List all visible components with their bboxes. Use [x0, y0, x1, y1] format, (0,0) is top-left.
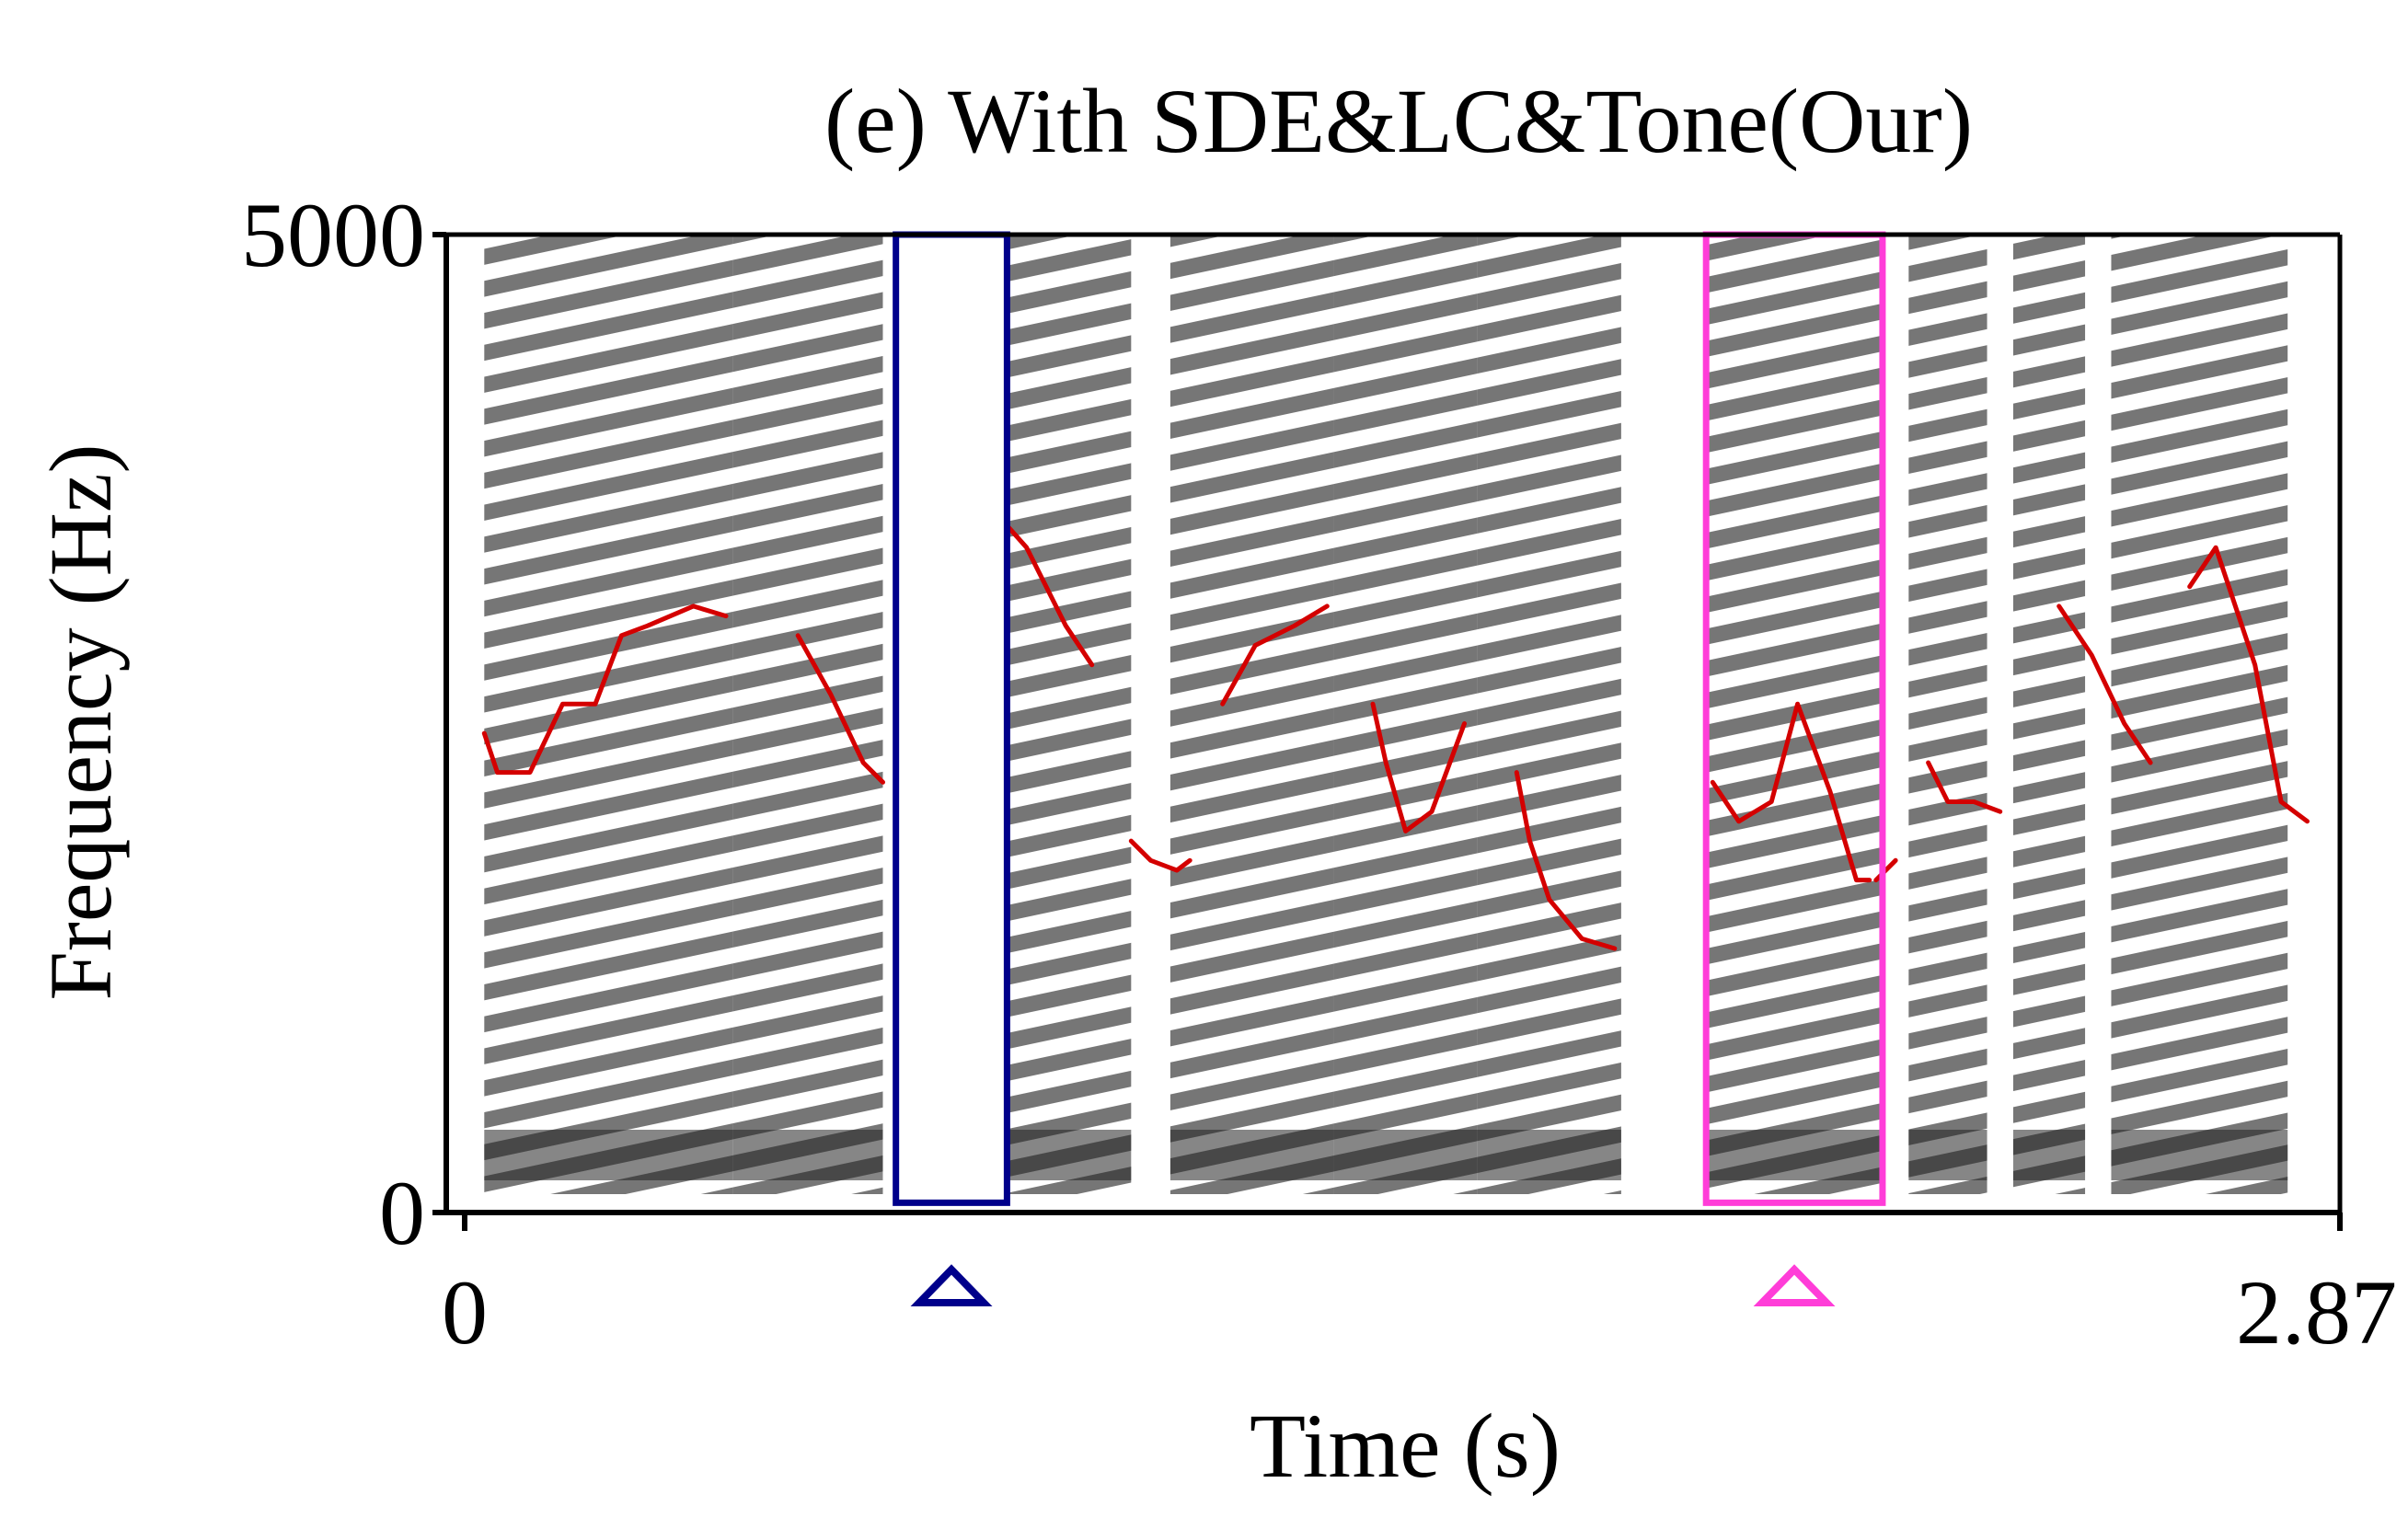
chart-title: (e) With SDE&LC&Tone(Our) — [824, 70, 1973, 172]
pitch-contour-9 — [1926, 760, 2003, 814]
y-tick-label-0: 0 — [379, 1162, 425, 1264]
fundamental-band-4 — [1333, 1130, 1478, 1180]
fundamental-band-2 — [994, 1130, 1132, 1180]
x-tick-label-1: 2.87 — [2236, 1261, 2397, 1363]
fundamental-band-5 — [1477, 1130, 1621, 1180]
pitch-contour-layer — [481, 515, 2310, 951]
spectrogram-layer — [484, 235, 2288, 1194]
voiced-region-0 — [484, 235, 733, 1194]
pitch-contour-5 — [1370, 701, 1467, 833]
plot-axes — [444, 232, 2343, 1215]
voiced-region-8 — [2012, 235, 2086, 1194]
voiced-region-9 — [2111, 235, 2288, 1194]
pitch-contour-3 — [1128, 838, 1192, 873]
fundamental-band-3 — [1169, 1130, 1334, 1180]
highlight-box-layer — [893, 231, 1886, 1306]
voiced-region-2 — [994, 235, 1132, 1194]
pitch-contour-7 — [1710, 701, 1872, 883]
fundamental-band-8 — [2012, 1130, 2086, 1180]
voiced-region-7 — [1908, 235, 1987, 1194]
fundamental-band-1 — [732, 1130, 883, 1180]
voiced-region-3 — [1169, 235, 1334, 1194]
x-axis-label: Time (s) — [1250, 1395, 1561, 1497]
pitch-contour-8 — [1873, 857, 1898, 883]
tick-layer: 0 5000 0 2.87 — [241, 184, 2397, 1363]
pitch-contour-1 — [795, 633, 885, 785]
fundamental-band-9 — [2111, 1130, 2288, 1180]
voiced-region-5 — [1477, 235, 1621, 1194]
y-axis-label: Frequency (Hz) — [31, 443, 130, 1000]
triangle-marker-navy — [910, 1264, 993, 1306]
pitch-contour-10 — [2057, 604, 2153, 765]
fundamental-band-7 — [1908, 1130, 1987, 1180]
triangle-marker-magenta — [1753, 1264, 1836, 1306]
pitch-contour-2 — [997, 515, 1095, 668]
pitch-contour-11 — [2187, 545, 2310, 824]
highlight-box-navy — [893, 231, 1010, 1206]
pitch-contour-4 — [1220, 604, 1330, 707]
voiced-region-4 — [1333, 235, 1478, 1194]
fundamental-band-6 — [1706, 1130, 1883, 1180]
x-tick-label-0: 0 — [442, 1261, 488, 1363]
pitch-contour-0 — [481, 604, 729, 776]
fundamental-band-0 — [484, 1130, 733, 1180]
voiced-region-1 — [732, 235, 883, 1194]
y-tick-label-1: 5000 — [241, 184, 425, 286]
pitch-contour-6 — [1514, 770, 1618, 951]
